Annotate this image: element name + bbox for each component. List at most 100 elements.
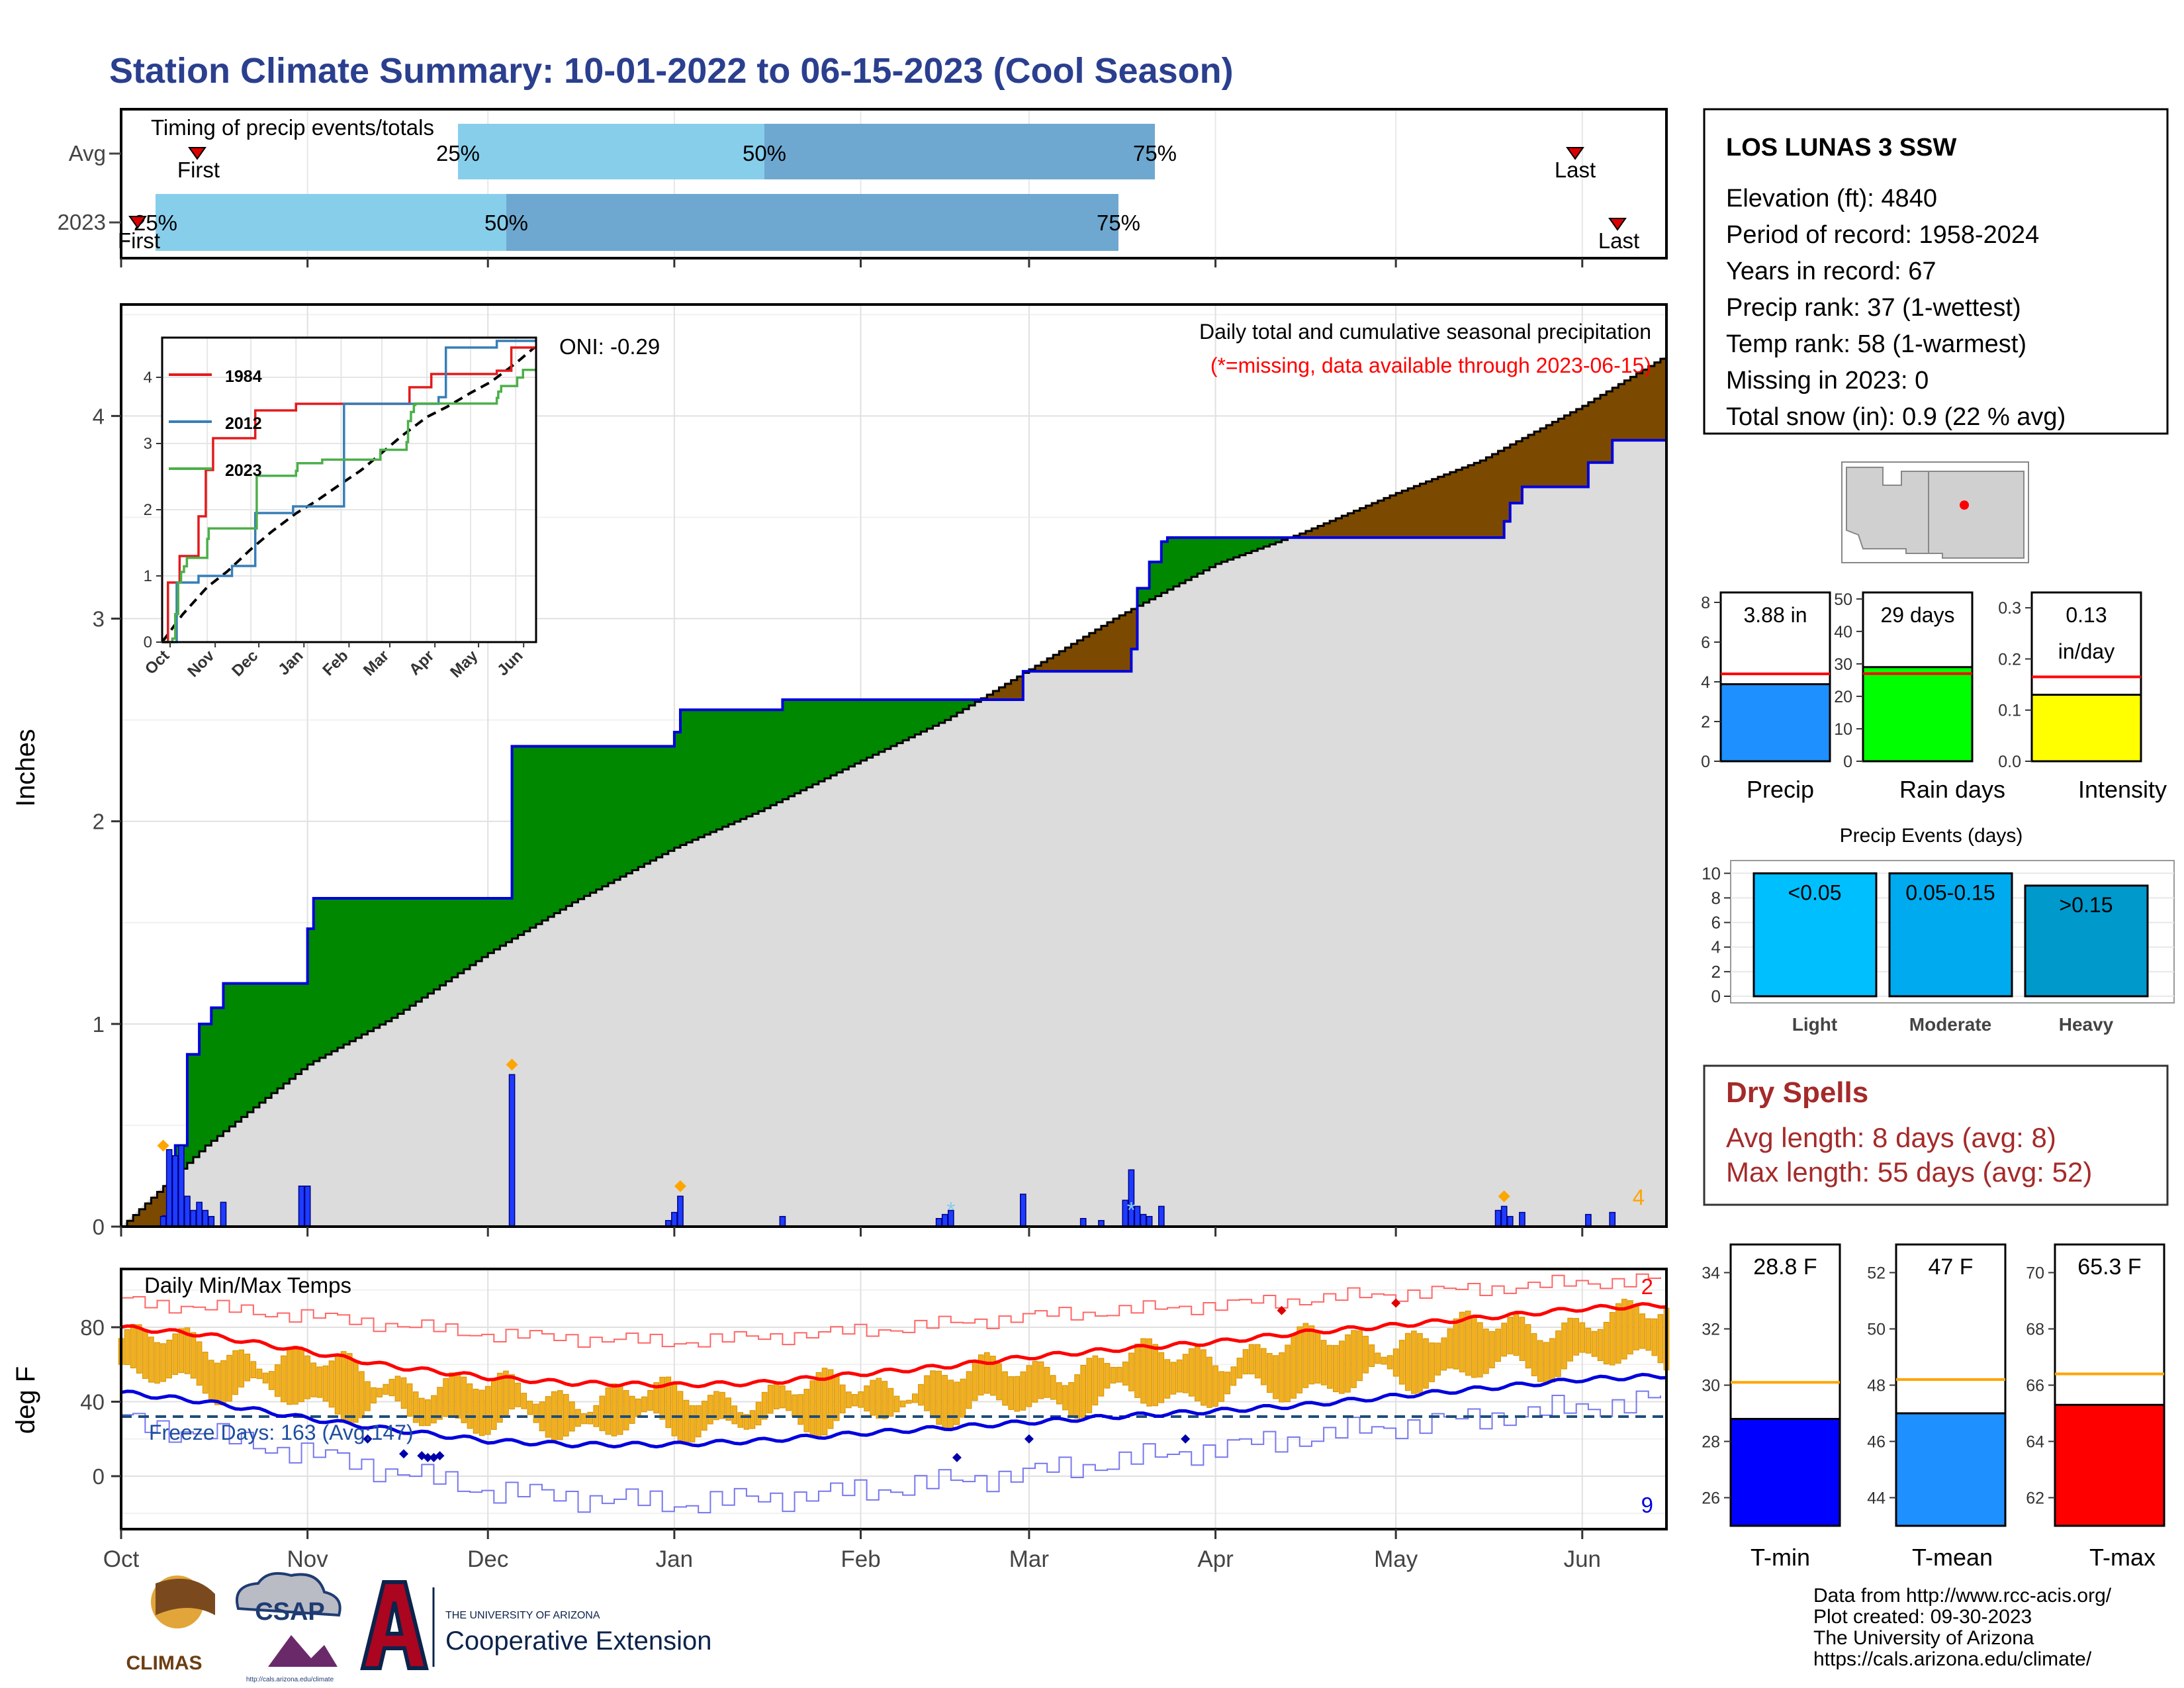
- temp-range-bar-86: [635, 1398, 641, 1417]
- temp-range-bar-16: [214, 1362, 220, 1405]
- temp-range-bar-142: [972, 1362, 978, 1401]
- temp-record-markers: [363, 1298, 1401, 1462]
- footer: CLIMAS CSAP http://cals.arizona.edu/clim…: [126, 1572, 2112, 1683]
- temp-range-bar-37: [340, 1351, 347, 1421]
- temp-range-bar-71: [545, 1396, 551, 1438]
- dry-avg-length: Avg length: 8 days (avg: 8): [1726, 1122, 2056, 1153]
- inset-x-tick-label-8: Jun: [494, 647, 526, 679]
- small-chart-tmax: 65.3 F 62 64 66 68 70 T-max: [2026, 1243, 2165, 1571]
- temp-range-bar-49: [412, 1391, 419, 1423]
- temp-x-ticks: Oct Nov Dec Jan Feb Mar Apr May Jun: [103, 1529, 1601, 1572]
- temp-range-bar-192: [1273, 1355, 1279, 1399]
- temp-corner-min: 9: [1641, 1493, 1653, 1517]
- temp-range-bar-39: [353, 1360, 359, 1423]
- small-chart-y-tick-label-precip-0: 0: [1701, 753, 1710, 771]
- temp-x-tick-label-1: Nov: [287, 1546, 329, 1572]
- temp-range-bar-153: [1038, 1361, 1044, 1399]
- ua-logo-a: [360, 1580, 429, 1670]
- temp-range-bar-21: [244, 1353, 251, 1382]
- events-y-ticks: 0 2 4 6 8 10: [1702, 863, 1731, 1006]
- events-title: Precip Events (days): [1840, 825, 2023, 847]
- climas-logo-mark: [156, 1578, 215, 1615]
- precip-legend-title: Daily total and cumulative seasonal prec…: [1199, 320, 1651, 344]
- info-line-6: Total snow (in): 0.9 (22 % avg): [1726, 403, 2066, 431]
- temp-range-bar-84: [623, 1390, 629, 1430]
- timing-2023-last-label: Last: [1598, 228, 1639, 253]
- climas-logo-text: CLIMAS: [126, 1652, 203, 1674]
- temp-range-bar-246: [1597, 1329, 1604, 1362]
- daily-precip-bar-11: [304, 1186, 311, 1227]
- temp-range-bar-30: [298, 1348, 304, 1403]
- temp-range-bar-41: [365, 1381, 371, 1411]
- temp-range-bar-150: [1020, 1371, 1026, 1411]
- temp-x-tick-label-8: Jun: [1564, 1546, 1601, 1572]
- temp-range-bar-22: [250, 1361, 257, 1378]
- csap-logo-url: http://cals.arizona.edu/climate: [246, 1676, 334, 1683]
- temp-range-bar-189: [1254, 1344, 1261, 1379]
- small-chart-raindays: 29 days 0 10 20 30 40 50 Rain days: [1834, 590, 2005, 803]
- temp-range-bar-141: [966, 1371, 972, 1409]
- inset-x-tick-label-0: Oct: [142, 647, 173, 678]
- oni-label: ONI: -0.29: [559, 334, 660, 359]
- temp-range-bar-94: [683, 1399, 690, 1444]
- temp-range-bar-74: [563, 1393, 569, 1436]
- info-line-5: Missing in 2023: 0: [1726, 367, 1929, 395]
- temp-range-bar-117: [821, 1368, 828, 1436]
- inset-2023-line: [162, 368, 536, 643]
- daily-precip-bar-28: [1158, 1205, 1165, 1227]
- temp-range-bar-4: [142, 1329, 148, 1379]
- small-chart-label-tmin: T-min: [1751, 1544, 1810, 1571]
- small-chart-y-tick-label-tmax-1: 64: [2026, 1433, 2044, 1452]
- temp-range-bar-243: [1579, 1322, 1586, 1353]
- small-chart-y-tick-label-tmax-3: 68: [2026, 1321, 2044, 1339]
- daily-precip-bar-4: [184, 1196, 191, 1227]
- info-line-1: Period of record: 1958-2024: [1726, 221, 2039, 249]
- small-chart-y-tick-label-tmean-3: 50: [1867, 1321, 1886, 1339]
- temp-range-bar-90: [659, 1376, 666, 1420]
- small-chart-y-tick-label-tmin-4: 34: [1702, 1264, 1720, 1283]
- temp-y-ticks: 0 40 80: [80, 1315, 121, 1489]
- temp-range-bar-110: [780, 1385, 786, 1409]
- temp-frame: [120, 1268, 1668, 1530]
- daily-precip-bars: [159, 1074, 1616, 1227]
- small-chart-y-tick-label-tmax-4: 70: [2026, 1264, 2044, 1283]
- temp-range-bar-256: [1657, 1314, 1664, 1364]
- temp-range-bar-25: [268, 1371, 275, 1390]
- temp-range-bar-11: [184, 1327, 191, 1374]
- climas-logo: CLIMAS: [126, 1575, 215, 1674]
- inset-y-tick-label-2: 2: [144, 501, 152, 519]
- temp-range-bar-146: [996, 1363, 1002, 1401]
- temp-range-bar-50: [418, 1397, 425, 1427]
- temp-range-bar-169: [1134, 1343, 1140, 1398]
- info-lines: Elevation (ft): 4840 Period of record: 19…: [1726, 185, 2066, 431]
- temp-range-bar-250: [1621, 1299, 1627, 1360]
- footer-line-3: https://cals.arizona.edu/climate/: [1813, 1648, 2092, 1670]
- temp-range-bar-137: [942, 1375, 948, 1429]
- temp-range-bar-162: [1092, 1355, 1099, 1406]
- temp-x-tick-label-5: Mar: [1009, 1546, 1050, 1572]
- temp-range-bar-149: [1014, 1376, 1021, 1412]
- inset-y-ticks: 0 1 2 3 4: [144, 369, 162, 651]
- temp-range-bar-143: [978, 1354, 984, 1395]
- small-chart-bar-precip: [1719, 683, 1831, 763]
- csap-logo-cloud: [236, 1572, 341, 1617]
- events-y-tick-label-3: 6: [1711, 913, 1721, 933]
- temp-range-bar-116: [815, 1372, 822, 1438]
- temp-range-bar-35: [328, 1360, 335, 1408]
- temp-range-bar-62: [490, 1379, 497, 1430]
- small-chart-value-tmean-0: 47 F: [1928, 1254, 1973, 1280]
- below-average-area: [127, 359, 1666, 1227]
- temp-range-bar-63: [497, 1372, 503, 1423]
- temp-range-bar-43: [377, 1387, 383, 1397]
- ua-logo: THE UNIVERSITY OF ARIZONA Cooperative Ex…: [360, 1580, 711, 1670]
- temp-range-bar-202: [1332, 1344, 1339, 1393]
- temp-range-bar-36: [334, 1354, 341, 1415]
- temp-x-tick-label-4: Feb: [841, 1546, 880, 1572]
- temp-range-bar-203: [1339, 1340, 1345, 1394]
- small-chart-y-tick-label-intensity-0: 0.0: [1998, 753, 2021, 771]
- temp-range-bar-38: [346, 1353, 353, 1424]
- temp-range-bar-200: [1320, 1340, 1327, 1385]
- small-chart-y-tick-label-tmin-3: 32: [1702, 1321, 1720, 1339]
- temp-range-bar-187: [1242, 1349, 1249, 1375]
- timing-panel: Timing of precip events/totals Avg 2023 …: [58, 108, 1668, 267]
